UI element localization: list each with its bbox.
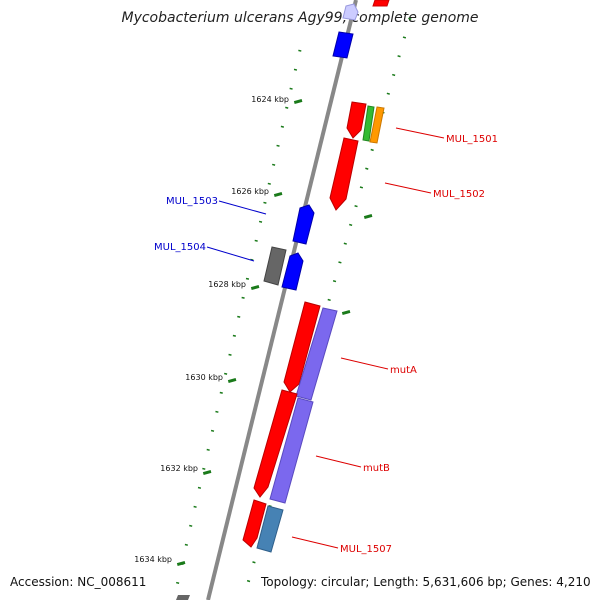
genome-summary-text: Topology: circular; Length: 5,631,606 bp…: [261, 575, 591, 589]
gene-label-mul1501[interactable]: MUL_1501: [446, 134, 498, 145]
tick-mark: [293, 98, 303, 104]
tick-marks: [176, 98, 373, 566]
gene-arrow-mul1502[interactable]: [329, 137, 359, 211]
tick-mark: [250, 284, 260, 290]
feature-green[interactable]: [362, 105, 375, 142]
gene-arrow-bottom-gray[interactable]: [176, 595, 190, 600]
gene-arrow-mul1501[interactable]: [346, 101, 367, 139]
gene-label-mul1504[interactable]: MUL_1504: [154, 242, 206, 253]
gene-label-mul1502[interactable]: MUL_1502: [433, 189, 485, 200]
genome-backbone: [206, 0, 358, 600]
gene-arrow-top-blue[interactable]: [332, 31, 354, 59]
leader-line-mutA: [340, 357, 389, 370]
gene-label-mul1503[interactable]: MUL_1503: [166, 196, 218, 207]
tick-label: 1626 kbp: [231, 187, 269, 196]
feature-lane-outer: [176, 0, 390, 600]
gene-label-mutA[interactable]: mutA: [390, 365, 417, 376]
gene-arrow-mutA-cds[interactable]: [283, 301, 321, 393]
feature-mutB-region[interactable]: [269, 397, 314, 504]
leader-line-mul1501: [395, 127, 445, 139]
gene-arrow-mul1503[interactable]: [292, 204, 315, 245]
feature-orange[interactable]: [369, 106, 385, 144]
gene-arrow-top-lavender[interactable]: [342, 3, 359, 21]
feature-mul1507-region[interactable]: [256, 505, 284, 553]
tick-label: 1630 kbp: [185, 373, 223, 382]
tick-label: 1624 kbp: [251, 95, 289, 104]
gene-arrow-top-red[interactable]: [372, 0, 390, 7]
gene-arrow-mutB-cds[interactable]: [253, 389, 298, 498]
tick-label: 1634 kbp: [134, 555, 172, 564]
leader-line-mul1503: [218, 200, 267, 215]
tick-label: 1632 kbp: [160, 464, 198, 473]
tick-mark: [363, 213, 373, 219]
inner-dotted-guide: [174, 49, 302, 591]
gene-label-mul1507[interactable]: MUL_1507: [340, 544, 392, 555]
leader-line-mul1502: [384, 182, 432, 194]
tick-mark: [176, 560, 186, 566]
map-title: Mycobacterium ulcerans Agy99, complete g…: [121, 10, 479, 26]
leader-line-mul1504: [206, 246, 255, 262]
leader-line-mutB: [315, 455, 362, 468]
feature-mutA-region[interactable]: [295, 307, 338, 401]
accession-text: Accession: NC_008611: [10, 575, 147, 589]
tick-mark: [202, 469, 212, 475]
gene-arrow-mul1507[interactable]: [242, 499, 267, 548]
leader-line-mul1507: [291, 536, 339, 549]
gene-label-mutB[interactable]: mutB: [363, 463, 390, 474]
tick-mark: [341, 309, 351, 315]
feature-gray[interactable]: [263, 246, 287, 286]
feature-lane-inner: [263, 3, 359, 291]
tick-mark: [273, 191, 283, 197]
gene-arrow-mul1504[interactable]: [281, 252, 304, 291]
tick-label: 1628 kbp: [208, 280, 246, 289]
tick-mark: [227, 377, 237, 383]
